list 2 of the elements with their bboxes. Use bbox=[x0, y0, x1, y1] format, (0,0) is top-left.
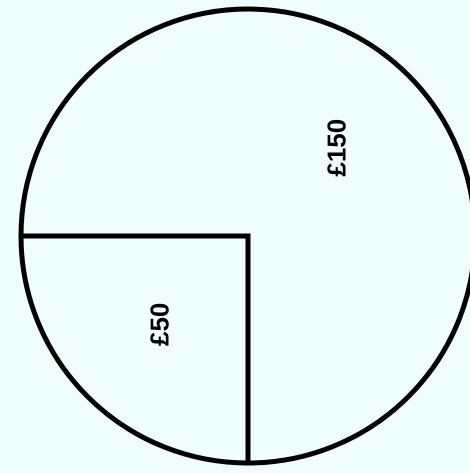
data-label: £150 bbox=[321, 118, 352, 177]
data-label: £50 bbox=[144, 302, 175, 346]
